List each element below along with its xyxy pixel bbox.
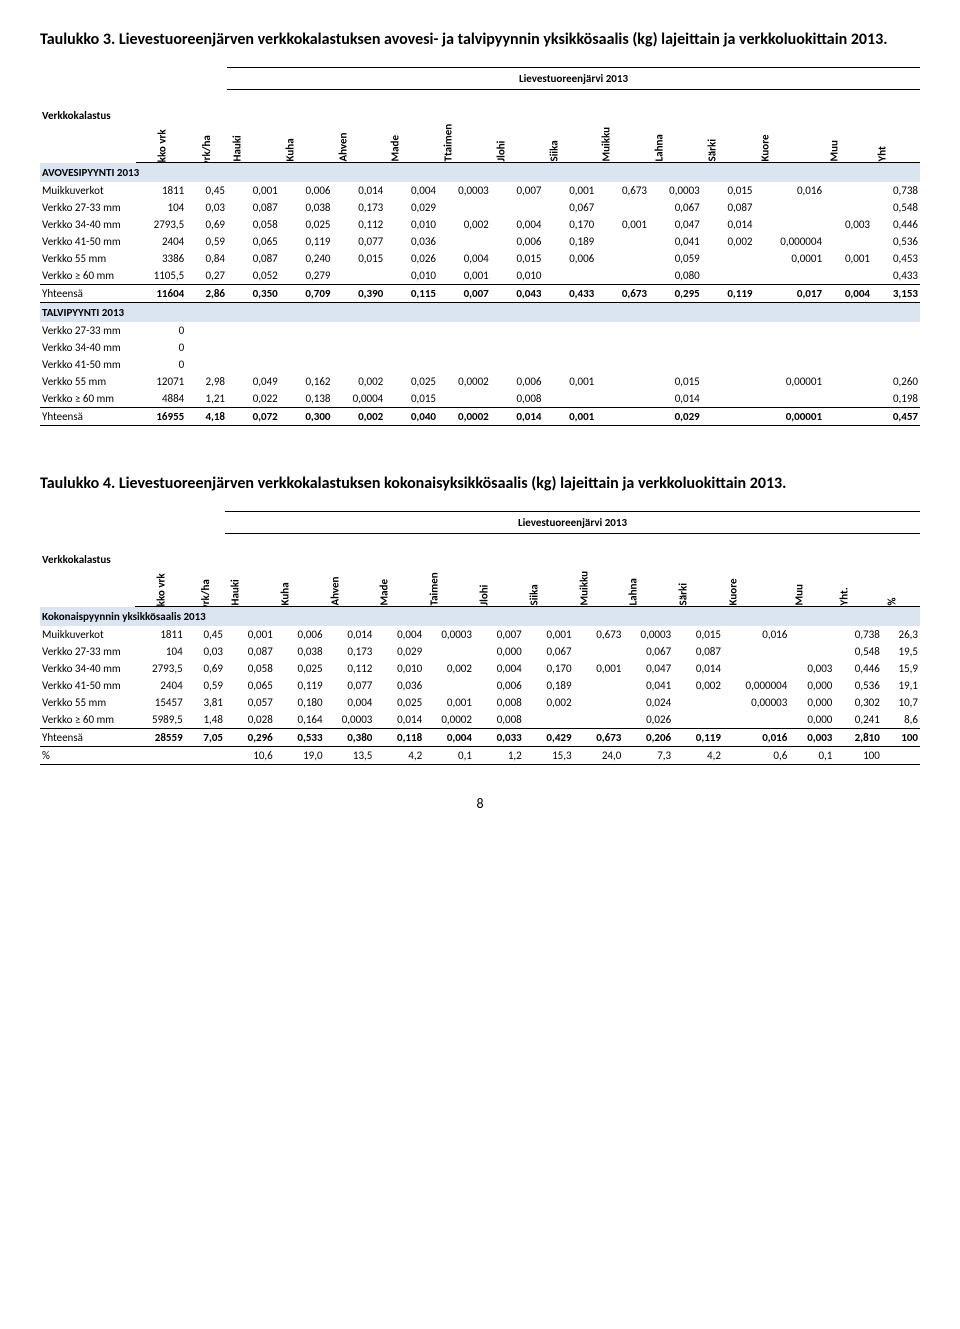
- table-row: Verkko 27-33 mm1040,030,0870,0380,1730,0…: [40, 643, 920, 660]
- table-row: Verkko 55 mm154573,810,0570,1800,0040,02…: [40, 694, 920, 711]
- table-row: Muikkuverkot18110,450,0010,0060,0140,004…: [40, 182, 920, 199]
- section-header: Kokonaispyynnin yksikkösaalis 2013: [40, 607, 920, 627]
- table-row: Verkko 34-40 mm2793,50,690,0580,0250,112…: [40, 216, 920, 233]
- section-header: AVOVESIPYYNTI 2013: [40, 163, 920, 183]
- table1: Verkkokalastus Verkko vrk Vvrk/ha Lieves…: [40, 67, 920, 426]
- table-row: Verkko 41-50 mm24040,590,0650,1190,0770,…: [40, 677, 920, 694]
- table2-lake-title: Lievestuoreenjärvi 2013: [225, 512, 920, 534]
- table-row: Verkko 55 mm120712,980,0490,1620,0020,02…: [40, 373, 920, 390]
- table2: Verkkokalastus Verkko vrk Vvrk/ha Lieves…: [40, 511, 920, 765]
- table-row: Verkko 27-33 mm1040,030,0870,0380,1730,0…: [40, 199, 920, 216]
- total-row: Yhteensä285597,050,2960,5330,3800,1180,0…: [40, 729, 920, 747]
- section-header: TALVIPYYNTI 2013: [40, 303, 920, 323]
- table1-lake-title: Lievestuoreenjärvi 2013: [227, 68, 920, 90]
- table-row: Verkko 34-40 mm2793,50,690,0580,0250,112…: [40, 660, 920, 677]
- table-row: Muikkuverkot18110,450,0010,0060,0140,004…: [40, 626, 920, 643]
- table-row: Verkko 41-50 mm0: [40, 356, 920, 373]
- table2-caption: Taulukko 4. Lievestuoreenjärven verkkoka…: [40, 474, 920, 493]
- table-row: Verkko ≥ 60 mm1105,50,270,0520,2790,0100…: [40, 267, 920, 285]
- table-row: Verkko 27-33 mm0: [40, 322, 920, 339]
- table1-caption: Taulukko 3. Lievestuoreenjärven verkkoka…: [40, 30, 920, 49]
- total-row: Yhteensä116042,860,3500,7090,3900,1150,0…: [40, 285, 920, 303]
- total-row: Yhteensä169554,180,0720,3000,0020,0400,0…: [40, 408, 920, 426]
- table-row: Verkko 34-40 mm0: [40, 339, 920, 356]
- table2-left-header: Verkkokalastus: [40, 512, 135, 607]
- table-row: Verkko 55 mm33860,840,0870,2400,0150,026…: [40, 250, 920, 267]
- page-number: 8: [40, 795, 920, 812]
- percent-row: %10,619,013,54,20,11,215,324,07,34,20,60…: [40, 747, 920, 765]
- table-row: Verkko ≥ 60 mm5989,51,480,0280,1640,0003…: [40, 711, 920, 729]
- table-row: Verkko ≥ 60 mm48841,210,0220,1380,00040,…: [40, 390, 920, 408]
- table1-left-header: Verkkokalastus: [40, 68, 136, 163]
- table-row: Verkko 41-50 mm24040,590,0650,1190,0770,…: [40, 233, 920, 250]
